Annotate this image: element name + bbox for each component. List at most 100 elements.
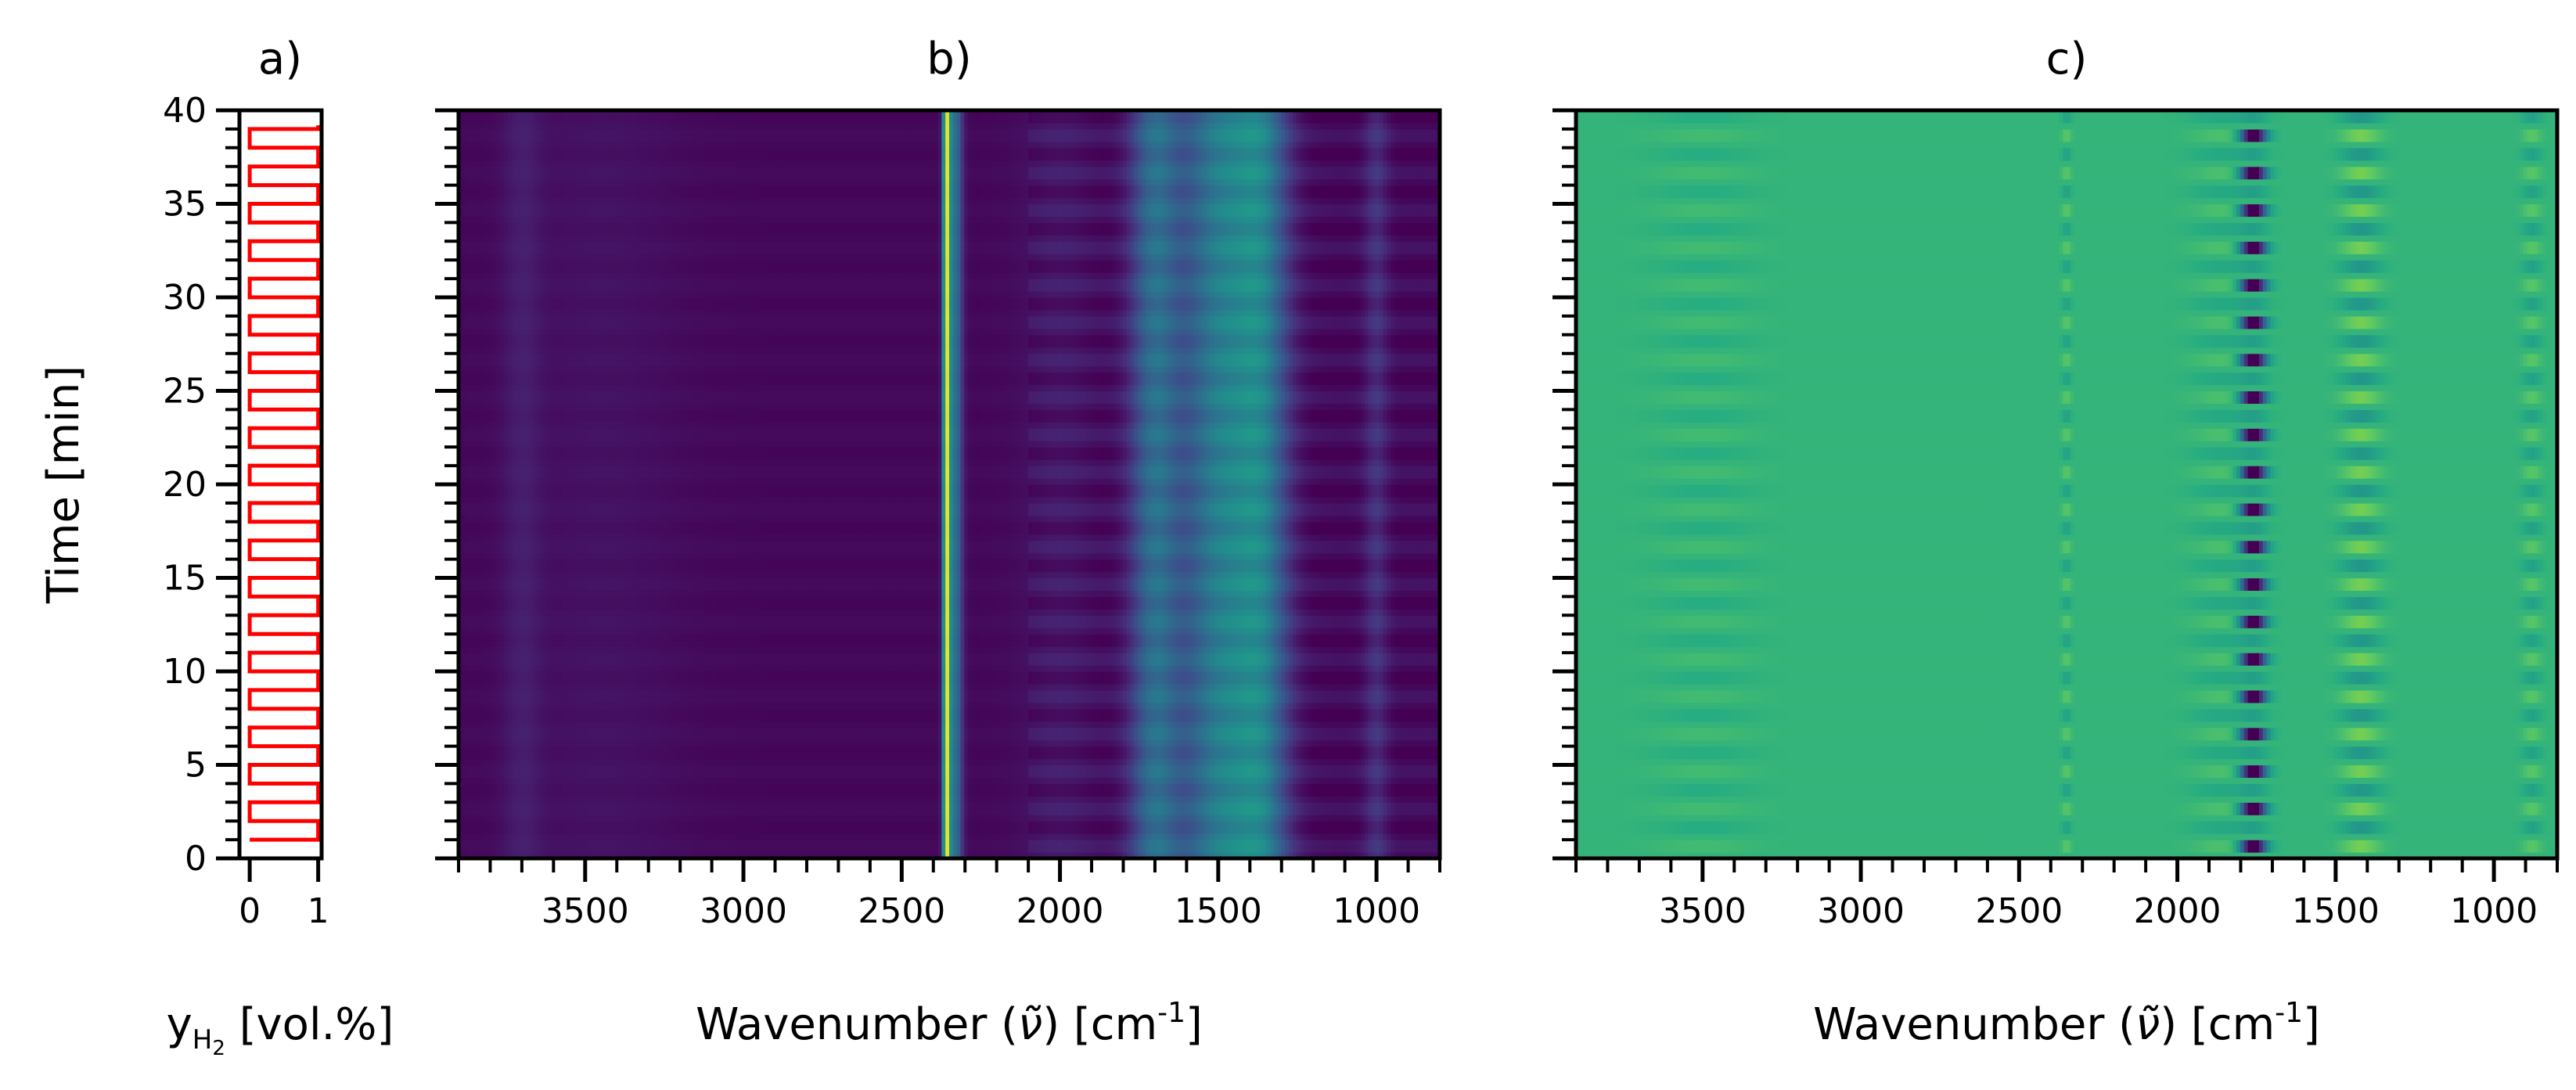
heatmap-cell (885, 833, 889, 840)
heatmap-cell (1311, 790, 1315, 797)
heatmap-cell (746, 765, 750, 772)
heatmap-cell (1028, 840, 1032, 847)
heatmap-cell (1304, 759, 1308, 766)
heatmap-cell (689, 771, 693, 778)
heatmap-cell (1063, 840, 1067, 847)
heatmap-cell (696, 840, 700, 847)
heatmap-cell (519, 740, 523, 747)
heatmap-cell (738, 740, 742, 747)
heatmap-cell (1345, 821, 1349, 828)
heatmap-cell (825, 777, 829, 784)
heatmap-cell (647, 840, 651, 847)
heatmap-cell (877, 777, 881, 784)
heatmap-cell (1425, 790, 1429, 797)
heatmap-cell (1081, 833, 1085, 840)
heatmap-cell (572, 815, 576, 822)
heatmap-cell (1311, 771, 1315, 778)
heatmap-cell (1017, 765, 1021, 772)
heatmap-cell (757, 783, 761, 790)
heatmap-cell (1157, 746, 1160, 754)
heatmap-cell (726, 827, 730, 834)
heatmap-cell (847, 821, 851, 828)
heatmap-cell (1006, 827, 1009, 834)
heatmap-cell (470, 777, 473, 784)
heatmap-cell (761, 827, 765, 834)
panel-a-x-axis-subscript: H (192, 1024, 213, 1056)
heatmap-cell (844, 753, 847, 760)
heatmap-cell (1160, 771, 1164, 778)
heatmap-cell (568, 846, 572, 853)
heatmap-cell (858, 796, 862, 803)
heatmap-cell (1342, 777, 1346, 784)
heatmap-cell (1247, 777, 1251, 784)
heatmap-cell (583, 783, 587, 790)
heatmap-cell (1040, 796, 1044, 803)
heatmap-cell (1081, 815, 1085, 822)
heatmap-cell (1111, 790, 1115, 797)
heatmap-cell (489, 827, 493, 834)
heatmap-cell (941, 796, 945, 803)
heatmap-cell (765, 840, 768, 847)
heatmap-cell (576, 808, 580, 815)
heatmap-cell (964, 771, 968, 778)
heatmap-cell (972, 740, 976, 747)
heatmap-cell (802, 802, 806, 809)
heatmap-cell (1293, 765, 1297, 772)
heatmap-cell (1353, 796, 1357, 803)
heatmap-cell (1349, 759, 1353, 766)
heatmap-cell (1297, 821, 1301, 828)
heatmap-cell (1262, 821, 1266, 828)
heatmap-cell (813, 840, 817, 847)
heatmap-cell (674, 846, 678, 853)
heatmap-cell (579, 840, 583, 847)
heatmap-cell (1067, 808, 1070, 815)
heatmap-cell (504, 765, 508, 772)
heatmap-cell (1013, 846, 1017, 853)
heatmap-cell (1070, 846, 1074, 853)
heatmap-cell (527, 827, 531, 834)
heatmap-cell (715, 746, 719, 754)
heatmap-cell (1239, 740, 1243, 747)
heatmap-cell (643, 802, 647, 809)
heatmap-cell (1108, 840, 1112, 847)
heatmap-cell (1160, 783, 1164, 790)
heatmap-cell (779, 827, 783, 834)
heatmap-cell (1357, 796, 1361, 803)
heatmap-cell (1338, 777, 1342, 784)
heatmap-cell (485, 759, 489, 766)
heatmap-cell (972, 808, 976, 815)
heatmap-cell (829, 802, 833, 809)
heatmap-cell (851, 821, 855, 828)
heatmap-cell (1229, 815, 1232, 822)
heatmap-cell (726, 821, 730, 828)
heatmap-cell (1055, 796, 1059, 803)
heatmap-cell (1160, 827, 1164, 834)
heatmap-cell (1315, 846, 1319, 853)
heatmap-cell (1179, 753, 1183, 760)
heatmap-cell (1081, 765, 1085, 772)
heatmap-cell (934, 821, 938, 828)
heatmap-cell (983, 808, 987, 815)
heatmap-cell (1021, 759, 1025, 766)
heatmap-cell (757, 777, 761, 784)
heatmap-cell (1040, 802, 1044, 809)
heatmap-cell (1274, 771, 1278, 778)
heatmap-cell (496, 827, 500, 834)
heatmap-cell (617, 740, 621, 747)
heatmap-cell (1172, 815, 1176, 822)
heatmap-cell (682, 746, 685, 754)
heatmap-cell (1361, 746, 1365, 754)
heatmap-cell (832, 771, 836, 778)
heatmap-cell (659, 802, 663, 809)
heatmap-cell (682, 790, 685, 797)
heatmap-cell (916, 846, 919, 853)
heatmap-cell (1304, 833, 1308, 840)
heatmap-cell (1281, 783, 1285, 790)
heatmap-cell (1191, 777, 1195, 784)
heatmap-cell (1274, 759, 1278, 766)
heatmap-cell (613, 759, 617, 766)
heatmap-cell (840, 840, 844, 847)
heatmap-cell (836, 802, 840, 809)
heatmap-cell (1024, 827, 1028, 834)
heatmap-cell (772, 759, 775, 766)
